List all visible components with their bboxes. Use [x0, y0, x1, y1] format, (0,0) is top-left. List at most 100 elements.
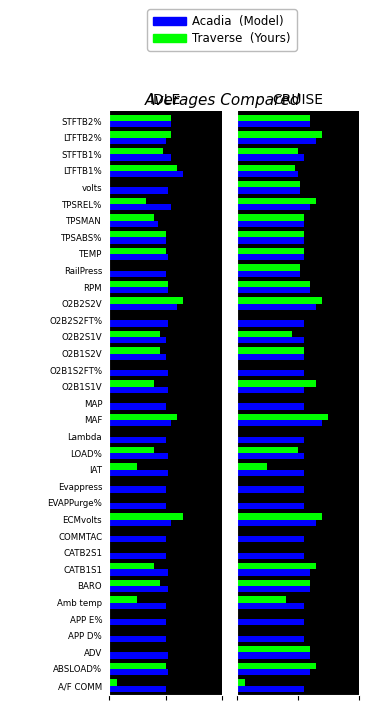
Bar	[109, 221, 158, 227]
Bar	[109, 353, 166, 360]
Bar	[109, 536, 166, 543]
Bar	[237, 237, 304, 244]
Bar	[237, 131, 322, 138]
Bar	[109, 420, 171, 426]
Bar	[237, 214, 304, 221]
Bar	[109, 370, 168, 376]
Bar	[109, 231, 166, 237]
Bar	[237, 298, 322, 304]
Bar	[237, 619, 304, 625]
Bar	[109, 463, 137, 470]
Bar	[237, 247, 304, 254]
Bar	[237, 287, 310, 293]
Bar	[109, 198, 147, 204]
Bar	[109, 503, 166, 509]
Bar	[237, 281, 310, 287]
Bar	[109, 214, 154, 221]
Bar	[237, 254, 304, 260]
Bar	[237, 663, 316, 669]
Bar	[109, 131, 171, 138]
Bar	[237, 386, 304, 393]
Bar	[109, 320, 168, 327]
Bar	[237, 470, 304, 476]
Bar	[109, 381, 154, 386]
Title: CRUISE: CRUISE	[272, 93, 323, 107]
Bar	[109, 414, 177, 420]
Bar	[237, 563, 316, 569]
Bar	[109, 663, 166, 669]
Bar	[109, 513, 182, 520]
Bar	[109, 254, 168, 260]
Bar	[109, 337, 166, 343]
Bar	[237, 679, 245, 685]
Bar	[109, 270, 166, 277]
Bar	[109, 486, 166, 493]
Bar	[109, 115, 171, 121]
Bar	[109, 165, 177, 171]
Bar	[109, 470, 168, 476]
Bar	[109, 669, 168, 675]
Bar	[237, 181, 300, 188]
Bar	[109, 553, 166, 559]
Bar	[237, 320, 304, 327]
Bar	[109, 138, 166, 144]
Bar	[237, 602, 304, 609]
Bar	[109, 298, 182, 304]
Bar	[109, 403, 166, 409]
Bar	[237, 685, 304, 692]
Bar	[237, 437, 304, 443]
Bar	[237, 463, 267, 470]
Bar	[237, 586, 310, 592]
Bar	[237, 486, 304, 493]
Bar	[109, 237, 166, 244]
Bar	[109, 597, 137, 602]
Bar	[237, 337, 304, 343]
Bar	[109, 304, 177, 310]
Bar	[237, 138, 316, 144]
Bar	[237, 669, 310, 675]
Bar	[109, 586, 168, 592]
Bar	[237, 513, 322, 520]
Bar	[109, 520, 171, 526]
Bar	[237, 121, 310, 128]
Bar	[109, 569, 168, 576]
Bar	[237, 115, 310, 121]
Bar	[237, 453, 304, 460]
Bar	[237, 171, 298, 177]
Bar	[109, 121, 171, 128]
Bar	[237, 370, 304, 376]
Bar	[109, 602, 166, 609]
Bar	[237, 148, 298, 154]
Bar	[109, 579, 160, 586]
Bar	[237, 420, 322, 426]
Bar	[237, 597, 286, 602]
Bar	[109, 453, 168, 460]
Bar	[237, 520, 316, 526]
Bar	[237, 270, 300, 277]
Bar	[237, 536, 304, 543]
Bar	[109, 154, 171, 161]
Bar	[109, 447, 154, 453]
Bar	[109, 148, 163, 154]
Bar	[237, 381, 316, 386]
Bar	[237, 198, 316, 204]
Bar	[237, 204, 310, 210]
Bar	[237, 646, 310, 652]
Text: Averages Compared: Averages Compared	[144, 93, 300, 108]
Bar	[237, 154, 304, 161]
Bar	[237, 579, 310, 586]
Bar	[237, 221, 304, 227]
Bar	[237, 304, 316, 310]
Bar	[237, 347, 304, 353]
Bar	[237, 414, 329, 420]
Bar	[109, 347, 160, 353]
Bar	[237, 652, 310, 659]
Title: IDLE: IDLE	[150, 93, 181, 107]
Bar	[109, 652, 168, 659]
Bar	[109, 171, 182, 177]
Bar	[237, 188, 300, 194]
Bar	[237, 569, 310, 576]
Bar	[237, 331, 292, 337]
Bar	[109, 685, 166, 692]
Bar	[237, 165, 295, 171]
